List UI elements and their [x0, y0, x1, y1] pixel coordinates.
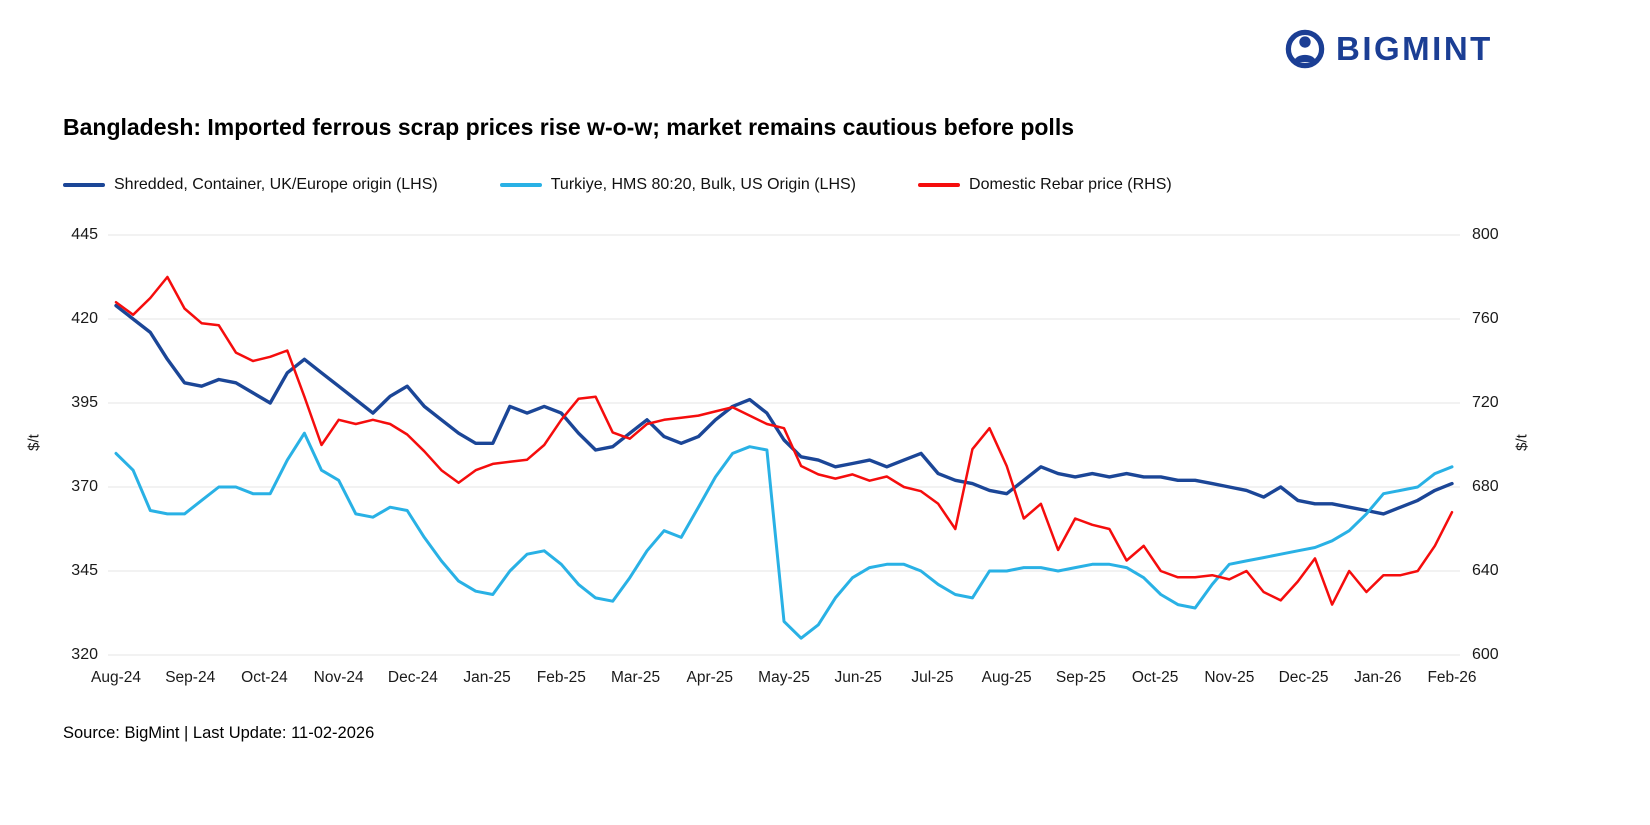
- bigmint-logo: BIGMINT: [1284, 28, 1493, 70]
- chart-legend: Shredded, Container, UK/Europe origin (L…: [63, 176, 1172, 194]
- left-axis-tick-label: 370: [71, 478, 98, 495]
- left-axis-tick-label: 320: [71, 646, 98, 663]
- bigmint-logo-icon: [1285, 29, 1325, 69]
- x-axis-tick-label: Sep-25: [1055, 669, 1106, 686]
- x-axis-tick-label: Apr-25: [686, 669, 734, 686]
- series-line-1: [114, 431, 1454, 640]
- series-line-0: [114, 303, 1454, 516]
- right-axis-tick-label: 800: [1472, 226, 1499, 243]
- x-axis-tick-label: Mar-25: [610, 669, 661, 686]
- legend-label: Turkiye, HMS 80:20, Bulk, US Origin (LHS…: [550, 176, 857, 193]
- series-line-2: [114, 275, 1454, 606]
- right-axis-tick-label: 760: [1472, 310, 1499, 327]
- left-axis-tick-label: 445: [71, 226, 98, 243]
- x-axis-tick-label: Feb-25: [536, 669, 586, 686]
- line-chart-plot-area: [108, 234, 1460, 656]
- left-axis-tick-label: 345: [71, 562, 98, 579]
- left-axis-tick-label: 420: [71, 310, 98, 327]
- legend-item: Shredded, Container, UK/Europe origin (L…: [63, 176, 438, 194]
- x-axis-tick-label: Oct-25: [1131, 669, 1179, 686]
- legend-line-swatch: [499, 182, 542, 188]
- x-axis-tick-label: Jan-25: [463, 669, 511, 686]
- left-axis-tick-label: 395: [71, 394, 98, 411]
- x-axis-tick-label: Nov-25: [1204, 669, 1255, 686]
- x-axis-tick-label: Feb-26: [1427, 669, 1477, 686]
- right-axis-tick-label: 680: [1472, 478, 1499, 495]
- x-axis-tick-label: Sep-24: [165, 669, 216, 686]
- left-axis-unit-label: $/t: [25, 434, 43, 451]
- right-axis-tick-label: 720: [1472, 394, 1499, 411]
- legend-line-swatch: [63, 182, 105, 188]
- legend-item: Turkiye, HMS 80:20, Bulk, US Origin (LHS…: [499, 176, 857, 194]
- right-axis-unit-label: $/t: [1513, 434, 1531, 451]
- legend-item: Domestic Rebar price (RHS): [918, 176, 1172, 194]
- source-note: Source: BigMint | Last Update: 11-02-202…: [63, 724, 375, 742]
- x-axis-tick-label: Nov-24: [313, 669, 364, 686]
- right-axis-tick-label: 640: [1472, 562, 1499, 579]
- x-axis-tick-label: Dec-24: [387, 669, 438, 686]
- legend-label: Domestic Rebar price (RHS): [969, 176, 1172, 193]
- x-axis-tick-label: Aug-25: [981, 669, 1032, 686]
- x-axis-tick-label: Jan-26: [1354, 669, 1402, 686]
- legend-label: Shredded, Container, UK/Europe origin (L…: [114, 176, 438, 193]
- x-axis-tick-label: May-25: [758, 669, 810, 686]
- x-axis-tick-label: Jun-25: [834, 669, 882, 686]
- x-axis-tick-label: Aug-24: [91, 669, 141, 686]
- chart-title: Bangladesh: Imported ferrous scrap price…: [63, 114, 1075, 140]
- x-axis-tick-label: Oct-24: [241, 669, 288, 686]
- bigmint-logo-text: BIGMINT: [1336, 30, 1493, 67]
- x-axis-tick-label: Jul-25: [911, 669, 954, 686]
- legend-line-swatch: [918, 183, 961, 187]
- right-axis-tick-label: 600: [1472, 646, 1499, 663]
- x-axis-tick-label: Dec-25: [1278, 669, 1329, 686]
